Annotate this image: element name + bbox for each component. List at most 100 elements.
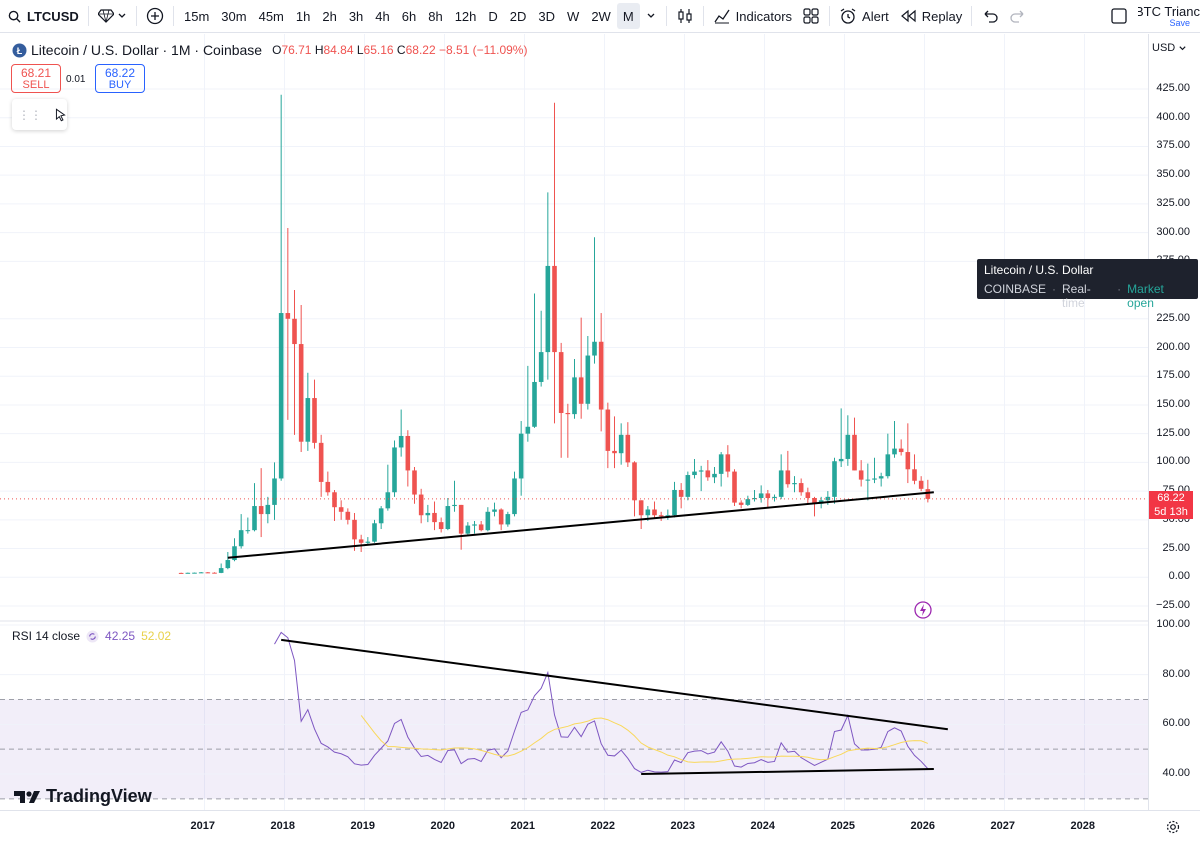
cursor-arrow-icon[interactable] <box>54 107 67 123</box>
candle-body <box>352 519 357 540</box>
tooltip-feed: Real-time <box>1062 282 1091 310</box>
candle-body <box>825 496 831 501</box>
candle-body <box>785 470 791 485</box>
candle-body <box>578 377 584 404</box>
rsi-resistance-trendline <box>281 638 948 731</box>
layouts-button[interactable] <box>797 3 825 29</box>
chart-settings-dropdown[interactable] <box>93 3 132 29</box>
timeframe-2d[interactable]: 2D <box>509 8 527 24</box>
candle-body <box>232 546 237 561</box>
timeframe-m[interactable]: M <box>616 3 640 29</box>
replay-button[interactable]: Replay <box>894 3 967 29</box>
timeframe-w[interactable]: W <box>567 8 580 24</box>
price-axis-label: 325.00 <box>1156 196 1190 209</box>
bar-countdown: 5d 13h <box>1154 505 1188 518</box>
candle-body <box>805 492 811 499</box>
time-axis-label: 2025 <box>830 820 855 832</box>
candle-body <box>552 265 557 353</box>
candle-body <box>698 470 704 472</box>
price-axis-label: 25.00 <box>1162 541 1190 554</box>
indicators-label: Indicators <box>735 8 793 24</box>
compare-symbol-button[interactable] <box>141 3 169 29</box>
timeframe-3h[interactable]: 3h <box>348 8 364 24</box>
timeframe-2w[interactable]: 2W <box>591 8 611 24</box>
candle-body <box>518 433 524 479</box>
toolbar-divider <box>971 6 973 26</box>
timeframe-3d[interactable]: 3D <box>538 8 556 24</box>
candle-body <box>885 454 891 477</box>
layout-name-button[interactable]: BTC Trianc Save <box>1105 3 1200 29</box>
timeframe-12h[interactable]: 12h <box>454 8 477 24</box>
grid-layout-icon <box>803 8 819 24</box>
candle-body <box>618 434 624 454</box>
symbol-name: LTCUSD <box>27 8 79 24</box>
timeframe-6h[interactable]: 6h <box>401 8 417 24</box>
candle-body <box>465 525 471 534</box>
time-scale[interactable] <box>0 810 1200 844</box>
candle-body <box>445 506 451 530</box>
candle-body <box>458 504 464 534</box>
timeframe-45m[interactable]: 45m <box>258 8 284 24</box>
candle-body <box>838 458 844 462</box>
price-axis-label: 150.00 <box>1156 397 1190 410</box>
candle-body <box>898 448 904 453</box>
lightning-icon <box>920 604 926 616</box>
timeframe-more-dropdown[interactable] <box>640 3 662 29</box>
candle-body <box>358 539 364 543</box>
undo-button[interactable] <box>976 3 1004 29</box>
alarm-clock-icon <box>840 8 856 24</box>
currency-selector[interactable]: USD <box>1152 42 1187 54</box>
timeframe-2h[interactable]: 2h <box>322 8 337 24</box>
low-label: L <box>356 43 364 57</box>
candle-body <box>652 509 657 516</box>
top-toolbar: LTCUSD 15m 30m 45m 1h 2h 3h 4h 6h 8h 12h… <box>0 0 1200 33</box>
candle-body <box>178 572 184 574</box>
candle-body <box>265 504 271 515</box>
candle-body <box>432 512 437 523</box>
timeframe-4h[interactable]: 4h <box>375 8 390 24</box>
candle-body <box>765 493 771 499</box>
price-scale[interactable]: 425.00400.00375.00350.00325.00300.00275.… <box>1148 34 1200 810</box>
price-axis-label: 425.00 <box>1156 82 1190 94</box>
drag-handle-icon[interactable]: ⋮⋮ <box>18 107 42 122</box>
tooltip-separator: · <box>1052 282 1057 296</box>
svg-text:Ł: Ł <box>17 46 23 56</box>
gear-icon[interactable] <box>1166 820 1180 834</box>
price-axis-label: 400.00 <box>1156 110 1190 123</box>
symbol-search[interactable]: LTCUSD <box>0 9 84 24</box>
candle-body <box>878 476 884 479</box>
candle-body <box>252 506 257 531</box>
buy-button[interactable]: 68.22 BUY <box>95 64 145 93</box>
toolbar-divider <box>665 6 667 26</box>
candle-body <box>612 450 617 454</box>
alert-button[interactable]: Alert <box>834 3 894 29</box>
candle-body <box>225 560 231 569</box>
toolbar-divider <box>702 6 704 26</box>
timeframe-d[interactable]: D <box>488 8 498 24</box>
candle-body <box>925 489 931 499</box>
rsi-axis-label: 60.00 <box>1162 717 1190 730</box>
sell-button[interactable]: 68.21 SELL <box>11 64 61 93</box>
candle-body <box>485 511 491 531</box>
timeframe-8h[interactable]: 8h <box>428 8 443 24</box>
current-price-value: 68.22 <box>1157 491 1185 504</box>
redo-button[interactable] <box>1004 3 1032 29</box>
candle-body <box>658 515 664 517</box>
candle-body <box>585 355 591 404</box>
indicators-button[interactable]: Indicators <box>708 3 797 29</box>
candle-body <box>405 435 411 471</box>
candle-body <box>752 498 757 500</box>
spread-value: 0.01 <box>66 74 86 85</box>
timeframe-30m[interactable]: 30m <box>221 8 247 24</box>
candle-body <box>532 381 537 427</box>
rsi-legend: RSI 14 close 42.25 52.02 <box>12 629 171 643</box>
price-axis-label: 350.00 <box>1156 168 1190 181</box>
refresh-icon[interactable] <box>86 629 99 643</box>
candle-body <box>325 481 331 493</box>
candle-body <box>245 530 251 532</box>
timeframe-1h[interactable]: 1h <box>295 8 311 24</box>
timeframe-15m[interactable]: 15m <box>184 8 210 24</box>
candle-body <box>278 313 284 479</box>
price-chart-pane[interactable] <box>0 34 1148 810</box>
chart-type-button[interactable] <box>671 3 699 29</box>
